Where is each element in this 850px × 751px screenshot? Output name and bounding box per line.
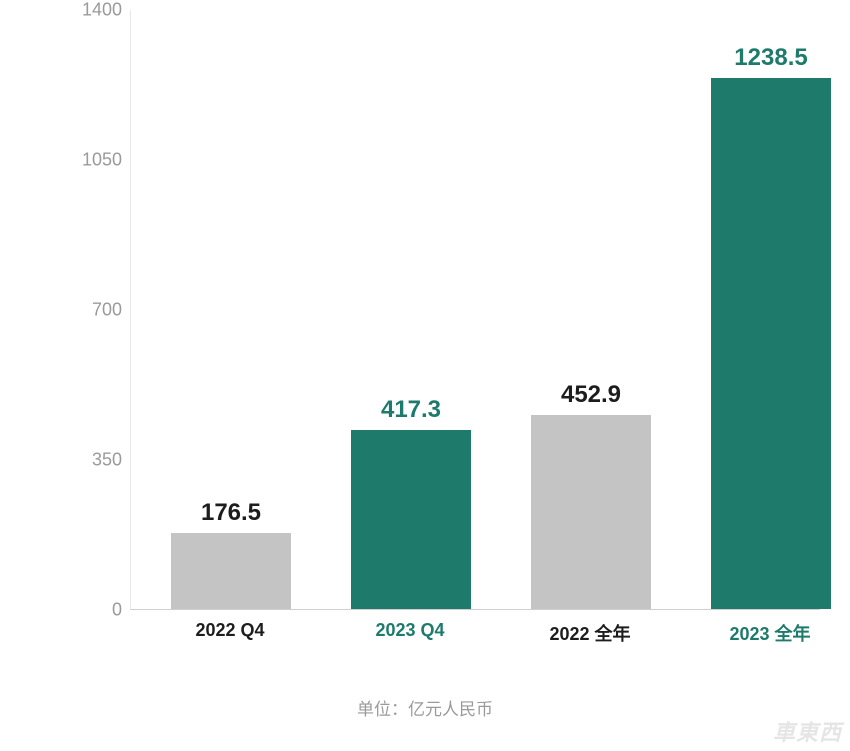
bar: 176.5 <box>171 533 291 609</box>
bar-value-label: 452.9 <box>531 381 651 409</box>
y-tick: 1050 <box>62 150 122 171</box>
y-tick: 350 <box>62 450 122 471</box>
y-tick: 700 <box>62 300 122 321</box>
bar: 417.3 <box>351 430 471 609</box>
x-category-label: 2023 全年 <box>700 620 840 646</box>
bar-value-label: 417.3 <box>351 396 471 424</box>
bar: 1238.5 <box>711 78 831 609</box>
x-category-label: 2022 Q4 <box>160 620 300 641</box>
x-category-label: 2023 Q4 <box>340 620 480 641</box>
bar-value-label: 176.5 <box>171 499 291 527</box>
plot-area: 176.5417.3452.91238.5 <box>130 10 820 610</box>
unit-label: 单位：亿元人民币 <box>0 695 850 720</box>
y-tick: 1400 <box>62 0 122 21</box>
watermark: 車東西 <box>773 715 842 747</box>
y-tick: 0 <box>62 600 122 621</box>
bar: 452.9 <box>531 415 651 609</box>
revenue-bar-chart: 176.5417.3452.91238.5 035070010501400202… <box>80 10 820 640</box>
x-category-label: 2022 全年 <box>520 620 660 646</box>
bar-value-label: 1238.5 <box>711 44 831 72</box>
